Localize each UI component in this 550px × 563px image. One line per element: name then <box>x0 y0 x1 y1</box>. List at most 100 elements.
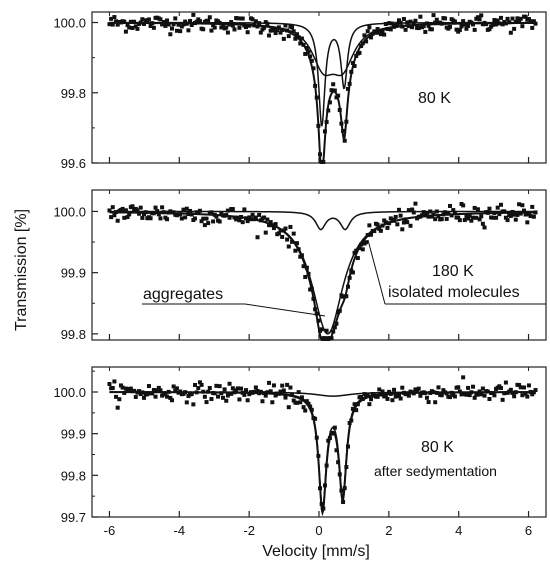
data-point <box>146 17 151 22</box>
data-point <box>247 392 252 397</box>
data-point <box>184 400 189 405</box>
data-point <box>327 100 332 105</box>
data-point <box>420 213 425 218</box>
y-tick-label: 99.6 <box>61 156 86 171</box>
data-point <box>145 392 150 397</box>
data-point <box>392 387 397 392</box>
data-point <box>156 212 161 217</box>
temperature-label: 180 K <box>432 263 474 280</box>
data-point <box>278 30 283 35</box>
data-point <box>214 383 219 388</box>
data-point <box>243 25 248 30</box>
data-point <box>209 28 214 33</box>
data-point <box>150 391 155 396</box>
data-point <box>237 397 242 402</box>
data-point <box>433 400 438 405</box>
data-point <box>291 398 296 403</box>
data-point <box>110 22 115 27</box>
data-points <box>107 12 538 164</box>
data-point <box>291 231 296 236</box>
data-point <box>184 206 189 211</box>
data-point <box>262 215 267 220</box>
data-point <box>110 386 115 391</box>
data-point <box>216 394 221 399</box>
data-point <box>525 394 530 399</box>
data-point <box>211 219 216 224</box>
data-point <box>160 393 165 398</box>
data-point <box>418 393 423 398</box>
data-point <box>115 22 120 27</box>
data-point <box>452 19 457 24</box>
data-point <box>155 388 160 393</box>
data-point <box>132 19 137 24</box>
data-point <box>462 22 467 27</box>
data-point <box>530 392 535 397</box>
data-point <box>265 217 270 222</box>
data-point <box>122 215 127 220</box>
data-point <box>497 212 502 217</box>
data-point <box>294 400 299 405</box>
data-point <box>526 17 531 22</box>
data-point <box>283 23 288 28</box>
data-point <box>471 22 476 27</box>
data-point <box>280 383 285 388</box>
data-point <box>464 392 469 397</box>
data-point <box>467 213 472 218</box>
x-tick-label: 2 <box>385 523 392 538</box>
data-point <box>520 393 525 398</box>
data-point <box>510 16 515 21</box>
data-point <box>452 394 457 399</box>
data-point <box>229 391 234 396</box>
data-point <box>271 28 276 33</box>
data-point <box>207 15 212 20</box>
data-point <box>148 216 153 221</box>
data-point <box>439 393 444 398</box>
data-point <box>313 416 318 421</box>
data-point <box>178 29 183 34</box>
data-point <box>109 16 114 21</box>
data-point <box>367 25 372 30</box>
data-point <box>267 380 272 385</box>
data-point <box>165 18 170 23</box>
data-point <box>490 22 495 27</box>
data-point <box>255 235 260 240</box>
data-point <box>138 205 143 210</box>
data-point <box>245 30 250 35</box>
data-point <box>268 220 273 225</box>
data-point <box>286 34 291 39</box>
data-point <box>117 397 122 402</box>
data-point <box>115 218 120 223</box>
data-point <box>283 395 288 400</box>
data-point <box>253 385 258 390</box>
data-point <box>209 397 214 402</box>
data-point <box>498 386 503 391</box>
panel-2: 99.8 99.9 100.0 180 K aggregates isolated mol… <box>53 189 547 342</box>
data-point <box>245 219 250 224</box>
data-point <box>528 19 533 24</box>
data-point <box>286 244 291 249</box>
data-point <box>107 208 112 213</box>
data-point <box>436 385 441 390</box>
data-point <box>219 211 224 216</box>
data-point <box>331 431 336 436</box>
data-point <box>237 218 242 223</box>
data-point <box>197 380 202 385</box>
y-tick-label: 100.0 <box>53 204 86 219</box>
data-point <box>332 425 337 430</box>
data-point <box>406 208 411 213</box>
data-point <box>396 393 401 398</box>
y-tick-label: 99.9 <box>61 427 86 442</box>
data-point <box>140 215 145 220</box>
data-point <box>239 386 244 391</box>
data-point <box>245 398 250 403</box>
data-point <box>494 215 499 220</box>
data-point <box>174 28 179 33</box>
data-point <box>137 211 142 216</box>
data-point <box>191 12 196 17</box>
data-point <box>166 22 171 27</box>
data-point <box>410 25 415 30</box>
data-point <box>480 386 485 391</box>
x-tick-label: -6 <box>104 523 116 538</box>
data-point <box>408 19 413 24</box>
data-point <box>503 380 508 385</box>
